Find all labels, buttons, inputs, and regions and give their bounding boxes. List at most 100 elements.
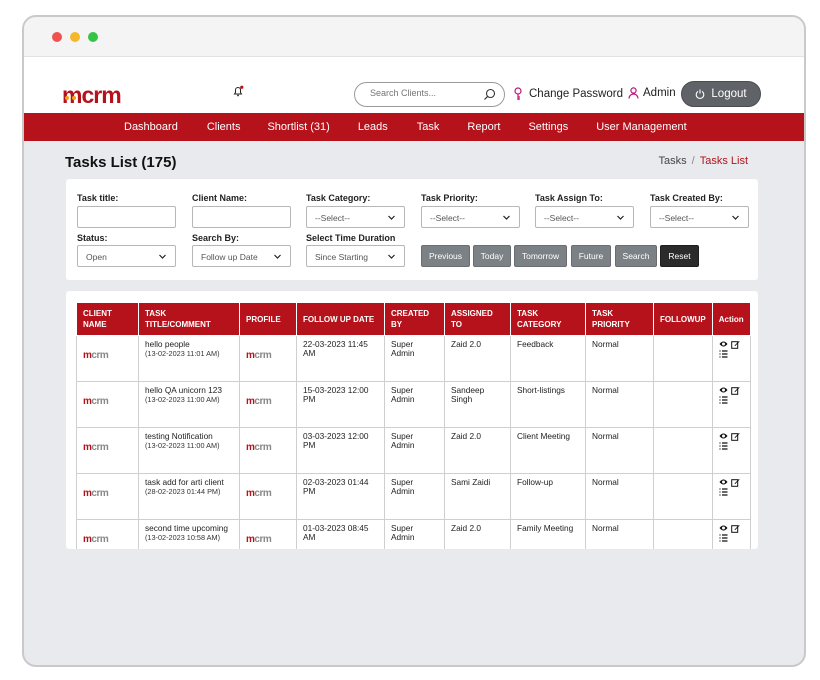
page-header: Tasks List (175) Tasks / Tasks List	[24, 141, 804, 179]
eye-icon[interactable]	[719, 524, 728, 532]
search-button[interactable]: Search	[615, 245, 657, 267]
time-duration-select[interactable]: Since Starting	[306, 245, 405, 267]
client-logo-cell: mcrm	[76, 519, 139, 549]
assigned-to: Sandeep Singh	[444, 381, 511, 428]
task-title-label: Task title:	[77, 193, 119, 203]
client-logo: mcrm	[83, 396, 109, 407]
future-button[interactable]: Future	[571, 245, 611, 267]
browser-window: mcrm Change Password Adm	[22, 15, 806, 667]
nav-dashboard[interactable]: Dashboard	[124, 121, 178, 133]
profile-logo: mcrm	[246, 534, 272, 545]
task-created-by-select[interactable]: --Select--	[650, 206, 749, 228]
action-cell	[711, 473, 751, 520]
col-task-title[interactable]: TASK TITLE/COMMENT	[138, 302, 240, 336]
task-title-cell: hello people (13-02-2023 11:01 AM)	[138, 335, 240, 382]
table-row[interactable]: mcrm testing Notification (13-02-2023 11:…	[76, 427, 751, 474]
bell-icon[interactable]	[232, 85, 244, 97]
today-button[interactable]: Today	[473, 245, 511, 267]
col-follow-up-date[interactable]: FOLLOW UP DATE	[296, 302, 385, 336]
followup-cell	[653, 519, 713, 549]
mcrm-logo[interactable]: mcrm	[62, 82, 122, 108]
col-created-by[interactable]: CREATED BY	[384, 302, 445, 336]
task-category: Short-listings	[510, 381, 586, 428]
nav-settings[interactable]: Settings	[528, 121, 569, 133]
profile-logo: mcrm	[246, 488, 272, 499]
chevron-down-icon	[159, 254, 166, 259]
profile-cell: mcrm	[239, 381, 297, 428]
client-name-input[interactable]	[192, 206, 291, 228]
profile-cell: mcrm	[239, 427, 297, 474]
task-assign-to-select[interactable]: --Select--	[535, 206, 634, 228]
edit-icon[interactable]	[730, 524, 740, 533]
logout-button[interactable]: Logout	[681, 81, 761, 107]
tasks-table: CLIENT NAME TASK TITLE/COMMENT PROFILE F…	[76, 302, 751, 549]
eye-icon[interactable]	[719, 478, 728, 486]
task-title: second time upcoming	[145, 523, 229, 533]
nav-report[interactable]: Report	[467, 121, 501, 133]
follow-up-date: 02-03-2023 01:44 PM	[296, 473, 385, 520]
tomorrow-button[interactable]: Tomorrow	[514, 245, 567, 267]
edit-icon[interactable]	[730, 340, 740, 349]
list-icon[interactable]	[719, 488, 728, 496]
col-followup[interactable]: FOLLOWUP	[653, 302, 713, 336]
reset-button[interactable]: Reset	[660, 245, 699, 267]
edit-icon[interactable]	[730, 432, 740, 441]
client-logo-cell: mcrm	[76, 427, 139, 474]
follow-up-date: 01-03-2023 08:45 AM	[296, 519, 385, 549]
chevron-down-icon	[617, 215, 624, 220]
col-task-category[interactable]: TASK CATEGORY	[510, 302, 586, 336]
table-row[interactable]: mcrm second time upcoming (13-02-2023 10:…	[76, 519, 751, 549]
list-icon[interactable]	[719, 350, 728, 358]
col-client-name[interactable]: CLIENT NAME	[76, 302, 139, 336]
table-row[interactable]: mcrm hello QA unicorn 123 (13-02-2023 11:…	[76, 381, 751, 428]
task-category: Client Meeting	[510, 427, 586, 474]
task-priority-select[interactable]: --Select--	[421, 206, 520, 228]
client-logo: mcrm	[83, 534, 109, 545]
chevron-down-icon	[503, 215, 510, 220]
task-priority: Normal	[585, 473, 654, 520]
nav-clients[interactable]: Clients	[206, 121, 241, 133]
list-icon[interactable]	[719, 534, 728, 542]
edit-icon[interactable]	[730, 478, 740, 487]
search-icon[interactable]	[483, 88, 496, 101]
client-search-box[interactable]	[354, 82, 505, 107]
list-icon[interactable]	[719, 396, 728, 404]
follow-up-date: 22-03-2023 11:45 AM	[296, 335, 385, 382]
profile-cell: mcrm	[239, 473, 297, 520]
col-profile[interactable]: PROFILE	[239, 302, 297, 336]
nav-leads[interactable]: Leads	[357, 121, 388, 133]
action-cell	[711, 427, 751, 474]
close-window-dot[interactable]	[52, 32, 62, 42]
search-by-select[interactable]: Follow up Date	[192, 245, 291, 267]
table-row[interactable]: mcrm hello people (13-02-2023 11:01 AM) m…	[76, 335, 751, 382]
previous-button[interactable]: Previous	[421, 245, 470, 267]
minimize-window-dot[interactable]	[70, 32, 80, 42]
task-created-by-label: Task Created By:	[650, 193, 723, 203]
eye-icon[interactable]	[719, 386, 728, 394]
task-title-input[interactable]	[77, 206, 176, 228]
table-row[interactable]: mcrm task add for arti client (28-02-2023…	[76, 473, 751, 520]
admin-user-menu[interactable]: Admin	[628, 87, 676, 99]
followup-cell	[653, 473, 713, 520]
status-select[interactable]: Open	[77, 245, 176, 267]
nav-user-management[interactable]: User Management	[596, 121, 687, 133]
eye-icon[interactable]	[719, 340, 728, 348]
task-title-cell: testing Notification (13-02-2023 11:00 AM…	[138, 427, 240, 474]
maximize-window-dot[interactable]	[88, 32, 98, 42]
eye-icon[interactable]	[719, 432, 728, 440]
table-header-row: CLIENT NAME TASK TITLE/COMMENT PROFILE F…	[76, 302, 751, 336]
col-task-priority[interactable]: TASK PRIORITY	[585, 302, 654, 336]
list-icon[interactable]	[719, 442, 728, 450]
breadcrumb-tasks[interactable]: Tasks	[658, 155, 687, 167]
edit-icon[interactable]	[730, 386, 740, 395]
nav-task[interactable]: Task	[416, 121, 440, 133]
assigned-to: Sami Zaidi	[444, 473, 511, 520]
nav-shortlist[interactable]: Shortlist (31)	[267, 121, 330, 133]
search-input[interactable]	[370, 88, 480, 98]
col-assigned-to[interactable]: ASSIGNED TO	[444, 302, 511, 336]
profile-logo: mcrm	[246, 442, 272, 453]
task-priority: Normal	[585, 381, 654, 428]
task-category-select[interactable]: --Select--	[306, 206, 405, 228]
change-password-link[interactable]: Change Password	[512, 87, 623, 101]
task-comment-date: (13-02-2023 11:00 AM)	[145, 395, 220, 404]
